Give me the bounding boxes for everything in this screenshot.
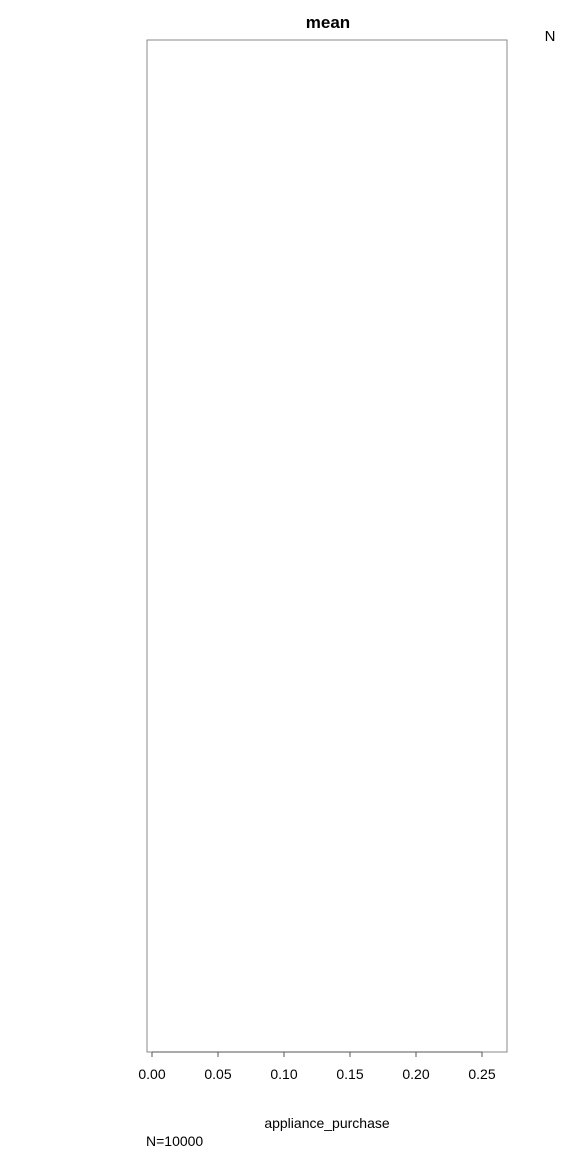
x-axis-label: appliance_purchase xyxy=(264,1115,390,1131)
x-tick-label: 0.15 xyxy=(336,1066,363,1082)
x-axis: 0.00 0.05 0.10 0.15 0.20 0.25 xyxy=(138,1051,496,1082)
x-tick-label: 0.10 xyxy=(270,1066,297,1082)
chart-title: mean xyxy=(306,13,350,32)
plot-frame xyxy=(146,39,508,1053)
x-tick-label: 0.25 xyxy=(468,1066,495,1082)
n-column-header: N xyxy=(545,28,556,45)
x-tick-label: 0.05 xyxy=(204,1066,231,1082)
x-tick-label: 0.20 xyxy=(402,1066,429,1082)
x-tick-label: 0.00 xyxy=(138,1066,165,1082)
sample-size-footer: N=10000 xyxy=(146,1133,203,1149)
